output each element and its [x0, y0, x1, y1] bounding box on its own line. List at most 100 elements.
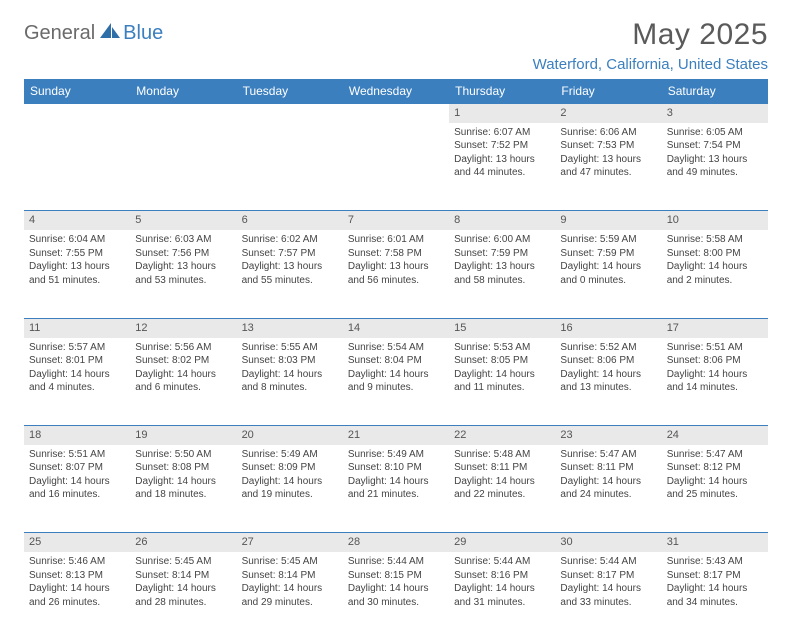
day2-text: and 33 minutes. [560, 596, 656, 610]
day-cell: Sunrise: 5:56 AMSunset: 8:02 PMDaylight:… [130, 338, 236, 426]
sunset-text: Sunset: 8:08 PM [135, 461, 231, 475]
day1-text: Daylight: 14 hours [454, 475, 550, 489]
sunrise-text: Sunrise: 6:04 AM [29, 233, 125, 247]
day-number-row: 18192021222324 [24, 426, 768, 445]
day1-text: Daylight: 13 hours [454, 153, 550, 167]
day-number [343, 104, 449, 123]
sunrise-text: Sunrise: 5:57 AM [29, 341, 125, 355]
day-number [24, 104, 130, 123]
day2-text: and 55 minutes. [242, 274, 338, 288]
day1-text: Daylight: 14 hours [348, 475, 444, 489]
sunset-text: Sunset: 8:06 PM [667, 354, 763, 368]
day-number: 7 [343, 211, 449, 230]
day2-text: and 19 minutes. [242, 488, 338, 502]
day2-text: and 44 minutes. [454, 166, 550, 180]
sunrise-text: Sunrise: 6:03 AM [135, 233, 231, 247]
sunrise-text: Sunrise: 5:55 AM [242, 341, 338, 355]
sunrise-text: Sunrise: 5:47 AM [560, 448, 656, 462]
day-number: 15 [449, 318, 555, 337]
day1-text: Daylight: 14 hours [348, 368, 444, 382]
day1-text: Daylight: 14 hours [454, 582, 550, 596]
day-cell [130, 123, 236, 211]
day2-text: and 22 minutes. [454, 488, 550, 502]
sunrise-text: Sunrise: 6:02 AM [242, 233, 338, 247]
day-number: 23 [555, 426, 661, 445]
day-number: 3 [662, 104, 768, 123]
day-number: 8 [449, 211, 555, 230]
day-number-row: 11121314151617 [24, 318, 768, 337]
day2-text: and 9 minutes. [348, 381, 444, 395]
day-number [130, 104, 236, 123]
day-cell: Sunrise: 5:49 AMSunset: 8:09 PMDaylight:… [237, 445, 343, 533]
sunrise-text: Sunrise: 6:00 AM [454, 233, 550, 247]
day-number-row: 45678910 [24, 211, 768, 230]
sunset-text: Sunset: 7:58 PM [348, 247, 444, 261]
day-cell: Sunrise: 5:44 AMSunset: 8:16 PMDaylight:… [449, 552, 555, 640]
day-header: Friday [555, 79, 661, 104]
sunrise-text: Sunrise: 5:47 AM [667, 448, 763, 462]
day-number: 6 [237, 211, 343, 230]
day2-text: and 51 minutes. [29, 274, 125, 288]
day1-text: Daylight: 14 hours [560, 260, 656, 274]
sunrise-text: Sunrise: 5:46 AM [29, 555, 125, 569]
day2-text: and 18 minutes. [135, 488, 231, 502]
sunset-text: Sunset: 7:57 PM [242, 247, 338, 261]
sunrise-text: Sunrise: 5:51 AM [667, 341, 763, 355]
day-number: 10 [662, 211, 768, 230]
day1-text: Daylight: 13 hours [29, 260, 125, 274]
day-number: 17 [662, 318, 768, 337]
logo: General Blue [24, 22, 163, 45]
day2-text: and 28 minutes. [135, 596, 231, 610]
day2-text: and 0 minutes. [560, 274, 656, 288]
day-cell: Sunrise: 5:47 AMSunset: 8:11 PMDaylight:… [555, 445, 661, 533]
sunset-text: Sunset: 7:55 PM [29, 247, 125, 261]
day-number: 16 [555, 318, 661, 337]
day2-text: and 47 minutes. [560, 166, 656, 180]
day2-text: and 11 minutes. [454, 381, 550, 395]
day2-text: and 2 minutes. [667, 274, 763, 288]
day-header: Wednesday [343, 79, 449, 104]
day-header-row: Sunday Monday Tuesday Wednesday Thursday… [24, 79, 768, 104]
day-cell: Sunrise: 5:44 AMSunset: 8:17 PMDaylight:… [555, 552, 661, 640]
day-cell: Sunrise: 5:58 AMSunset: 8:00 PMDaylight:… [662, 230, 768, 318]
day-info-row: Sunrise: 6:07 AMSunset: 7:52 PMDaylight:… [24, 123, 768, 211]
day1-text: Daylight: 13 hours [560, 153, 656, 167]
day-number: 18 [24, 426, 130, 445]
day-number: 26 [130, 533, 236, 552]
sunset-text: Sunset: 8:00 PM [667, 247, 763, 261]
day1-text: Daylight: 14 hours [667, 475, 763, 489]
day1-text: Daylight: 13 hours [348, 260, 444, 274]
day-info-row: Sunrise: 5:57 AMSunset: 8:01 PMDaylight:… [24, 338, 768, 426]
day1-text: Daylight: 14 hours [242, 475, 338, 489]
sunrise-text: Sunrise: 5:43 AM [667, 555, 763, 569]
day-header: Tuesday [237, 79, 343, 104]
day1-text: Daylight: 14 hours [29, 582, 125, 596]
day-cell: Sunrise: 5:57 AMSunset: 8:01 PMDaylight:… [24, 338, 130, 426]
sunset-text: Sunset: 8:04 PM [348, 354, 444, 368]
day-number: 9 [555, 211, 661, 230]
sunset-text: Sunset: 8:07 PM [29, 461, 125, 475]
day-cell: Sunrise: 6:02 AMSunset: 7:57 PMDaylight:… [237, 230, 343, 318]
day-number: 4 [24, 211, 130, 230]
sunset-text: Sunset: 7:54 PM [667, 139, 763, 153]
day-info-row: Sunrise: 6:04 AMSunset: 7:55 PMDaylight:… [24, 230, 768, 318]
sunset-text: Sunset: 8:12 PM [667, 461, 763, 475]
sunset-text: Sunset: 8:14 PM [242, 569, 338, 583]
sunrise-text: Sunrise: 6:07 AM [454, 126, 550, 140]
sunset-text: Sunset: 8:17 PM [667, 569, 763, 583]
day1-text: Daylight: 14 hours [242, 368, 338, 382]
day2-text: and 8 minutes. [242, 381, 338, 395]
day-info-row: Sunrise: 5:46 AMSunset: 8:13 PMDaylight:… [24, 552, 768, 640]
day1-text: Daylight: 14 hours [135, 368, 231, 382]
day2-text: and 21 minutes. [348, 488, 444, 502]
sunrise-text: Sunrise: 5:44 AM [560, 555, 656, 569]
day-number: 29 [449, 533, 555, 552]
day-info-row: Sunrise: 5:51 AMSunset: 8:07 PMDaylight:… [24, 445, 768, 533]
day-cell: Sunrise: 6:07 AMSunset: 7:52 PMDaylight:… [449, 123, 555, 211]
day-cell: Sunrise: 5:59 AMSunset: 7:59 PMDaylight:… [555, 230, 661, 318]
day-number: 27 [237, 533, 343, 552]
sunset-text: Sunset: 8:11 PM [560, 461, 656, 475]
location: Waterford, California, United States [533, 56, 768, 73]
day1-text: Daylight: 14 hours [348, 582, 444, 596]
sunset-text: Sunset: 7:52 PM [454, 139, 550, 153]
